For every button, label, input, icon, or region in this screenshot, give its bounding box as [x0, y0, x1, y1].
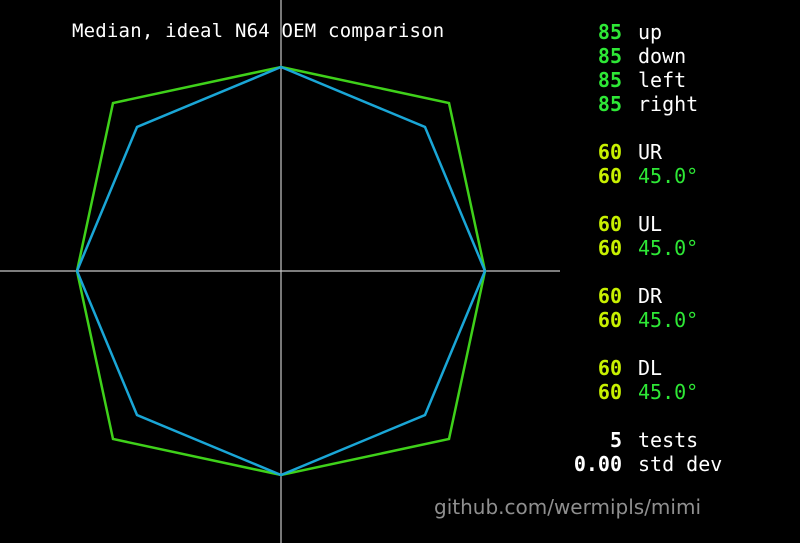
- right-value: 85: [597, 92, 622, 116]
- ur-value: 60: [597, 140, 622, 164]
- dl-angle-value: 60: [597, 380, 622, 404]
- ul-angle-value: 60: [597, 236, 622, 260]
- ul-value: 60: [597, 212, 622, 236]
- dl-label: DL: [638, 356, 663, 380]
- left-value: 85: [597, 68, 622, 92]
- down-value: 85: [597, 44, 622, 68]
- dl-angle: 45.0°: [638, 380, 699, 404]
- std-dev-label: std dev: [638, 452, 723, 476]
- dr-label: DR: [638, 284, 663, 308]
- repo-link[interactable]: github.com/wermipls/mimi: [434, 495, 702, 519]
- stat-left: 85 left: [552, 68, 686, 92]
- stat-right: 85 right: [552, 92, 698, 116]
- std-dev-value: 0.00: [573, 452, 622, 476]
- stat-down: 85 down: [552, 44, 686, 68]
- stats-panel: 85 up 85 down 85 left 85 right 60 UR 60 45.0° …: [552, 0, 800, 543]
- stat-dl-angle: 60 45.0°: [552, 380, 698, 404]
- tests-label: tests: [638, 428, 699, 452]
- up-label: up: [638, 20, 663, 44]
- measured-gate-outline: [75, 65, 487, 477]
- dr-angle: 45.0°: [638, 308, 699, 332]
- ul-label: UL: [638, 212, 663, 236]
- stat-ur: 60 UR: [552, 140, 662, 164]
- stat-ul: 60 UL: [552, 212, 662, 236]
- ur-label: UR: [638, 140, 663, 164]
- stat-dl: 60 DL: [552, 356, 662, 380]
- stat-ur-angle: 60 45.0°: [552, 164, 698, 188]
- dr-value: 60: [597, 284, 622, 308]
- dr-angle-value: 60: [597, 308, 622, 332]
- up-value: 85: [597, 20, 622, 44]
- stat-dr-angle: 60 45.0°: [552, 308, 698, 332]
- stat-tests: 5 tests: [552, 428, 698, 452]
- chart-title: Median, ideal N64 OEM comparison: [72, 20, 445, 42]
- stat-std-dev: 0.00 std dev: [552, 452, 722, 476]
- tests-value: 5: [609, 428, 622, 452]
- dl-value: 60: [597, 356, 622, 380]
- left-label: left: [638, 68, 687, 92]
- ul-angle: 45.0°: [638, 236, 699, 260]
- right-label: right: [638, 92, 699, 116]
- down-label: down: [638, 44, 687, 68]
- stat-up: 85 up: [552, 20, 662, 44]
- stat-ul-angle: 60 45.0°: [552, 236, 698, 260]
- ur-angle-value: 60: [597, 164, 622, 188]
- stat-dr: 60 DR: [552, 284, 662, 308]
- stick-range-plot: [0, 0, 560, 543]
- ur-angle: 45.0°: [638, 164, 699, 188]
